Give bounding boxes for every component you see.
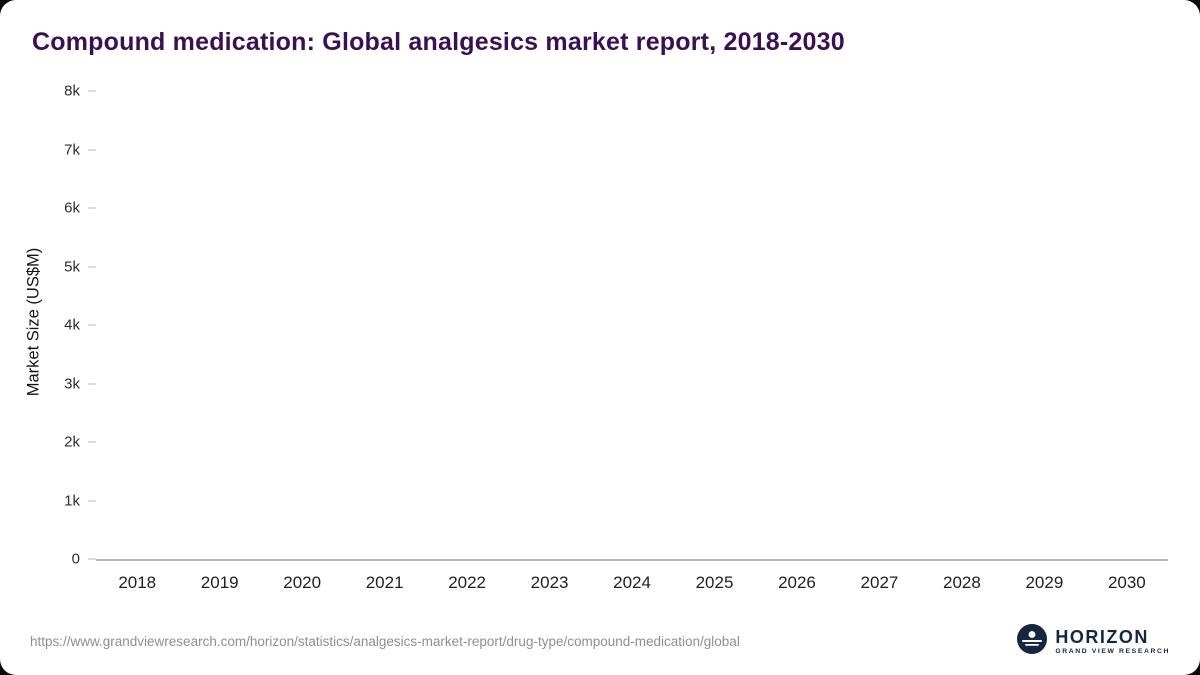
x-tick-label-2027: 2027 (860, 573, 899, 592)
y-tick-label-6k: 6k (64, 199, 80, 217)
x-tick-label-2021: 2021 (365, 573, 404, 592)
x-labels-row: 2018 2019 2020 2021 2022 2023 2024 2025 2026 2027… (96, 573, 1168, 593)
horizon-logo-icon (1017, 624, 1048, 659)
chart-title: Compound medication: Global analgesics m… (32, 28, 845, 56)
x-tick-label-2022: 2022 (448, 573, 487, 592)
x-tick-label-2028: 2028 (943, 573, 981, 592)
y-tick-mark (88, 207, 96, 209)
y-tick-mark (88, 149, 96, 150)
y-tick-label-1k: 1k (64, 492, 80, 509)
y-tick-label-0: 0 (71, 550, 80, 568)
source-url: https://www.grandviewresearch.com/horizo… (30, 634, 740, 649)
brand-logo: HORIZON GRAND VIEW RESEARCH (1017, 624, 1170, 659)
y-tick-label-4k: 4k (64, 316, 80, 334)
x-tick-label-2020: 2020 (283, 573, 322, 592)
brand-text: HORIZON GRAND VIEW RESEARCH (1055, 628, 1170, 656)
y-tick-label-2k: 2k (64, 433, 80, 451)
x-tick-label-2029: 2029 (1025, 573, 1064, 592)
x-tick-label-2030: 2030 (1107, 573, 1146, 592)
y-tick-label-7k: 7k (64, 141, 80, 158)
x-tick-label-2023: 2023 (530, 573, 569, 592)
x-tick-label-2019: 2019 (200, 573, 239, 592)
bars-row (96, 91, 1168, 561)
y-tick-mark (88, 90, 96, 92)
y-tick-mark (88, 324, 96, 326)
y-tick-mark (88, 383, 96, 384)
brand-name: HORIZON (1055, 626, 1149, 647)
y-tick-mark (88, 558, 96, 560)
footer: https://www.grandviewresearch.com/horizo… (30, 624, 1170, 659)
brand-subtitle: GRAND VIEW RESEARCH (1055, 647, 1170, 655)
y-tick-label-8k: 8k (64, 82, 80, 100)
x-tick-label-2025: 2025 (695, 573, 734, 592)
x-tick-label-2024: 2024 (613, 573, 651, 592)
y-tick-mark (88, 441, 96, 443)
y-axis-label: Market Size (US$M) (24, 247, 43, 397)
y-tick-mark (88, 266, 96, 267)
y-tick-label-5k: 5k (64, 258, 80, 275)
x-tick-label-2026: 2026 (778, 573, 816, 592)
x-tick-label-2018: 2018 (118, 573, 157, 592)
y-tick-label-3k: 3k (64, 375, 80, 392)
y-tick-mark (88, 500, 96, 501)
plot-area: Market Size (US$M) 0 1k 2k 3k 4k 5k 6k 7k 8k 201… (25, 83, 1168, 593)
